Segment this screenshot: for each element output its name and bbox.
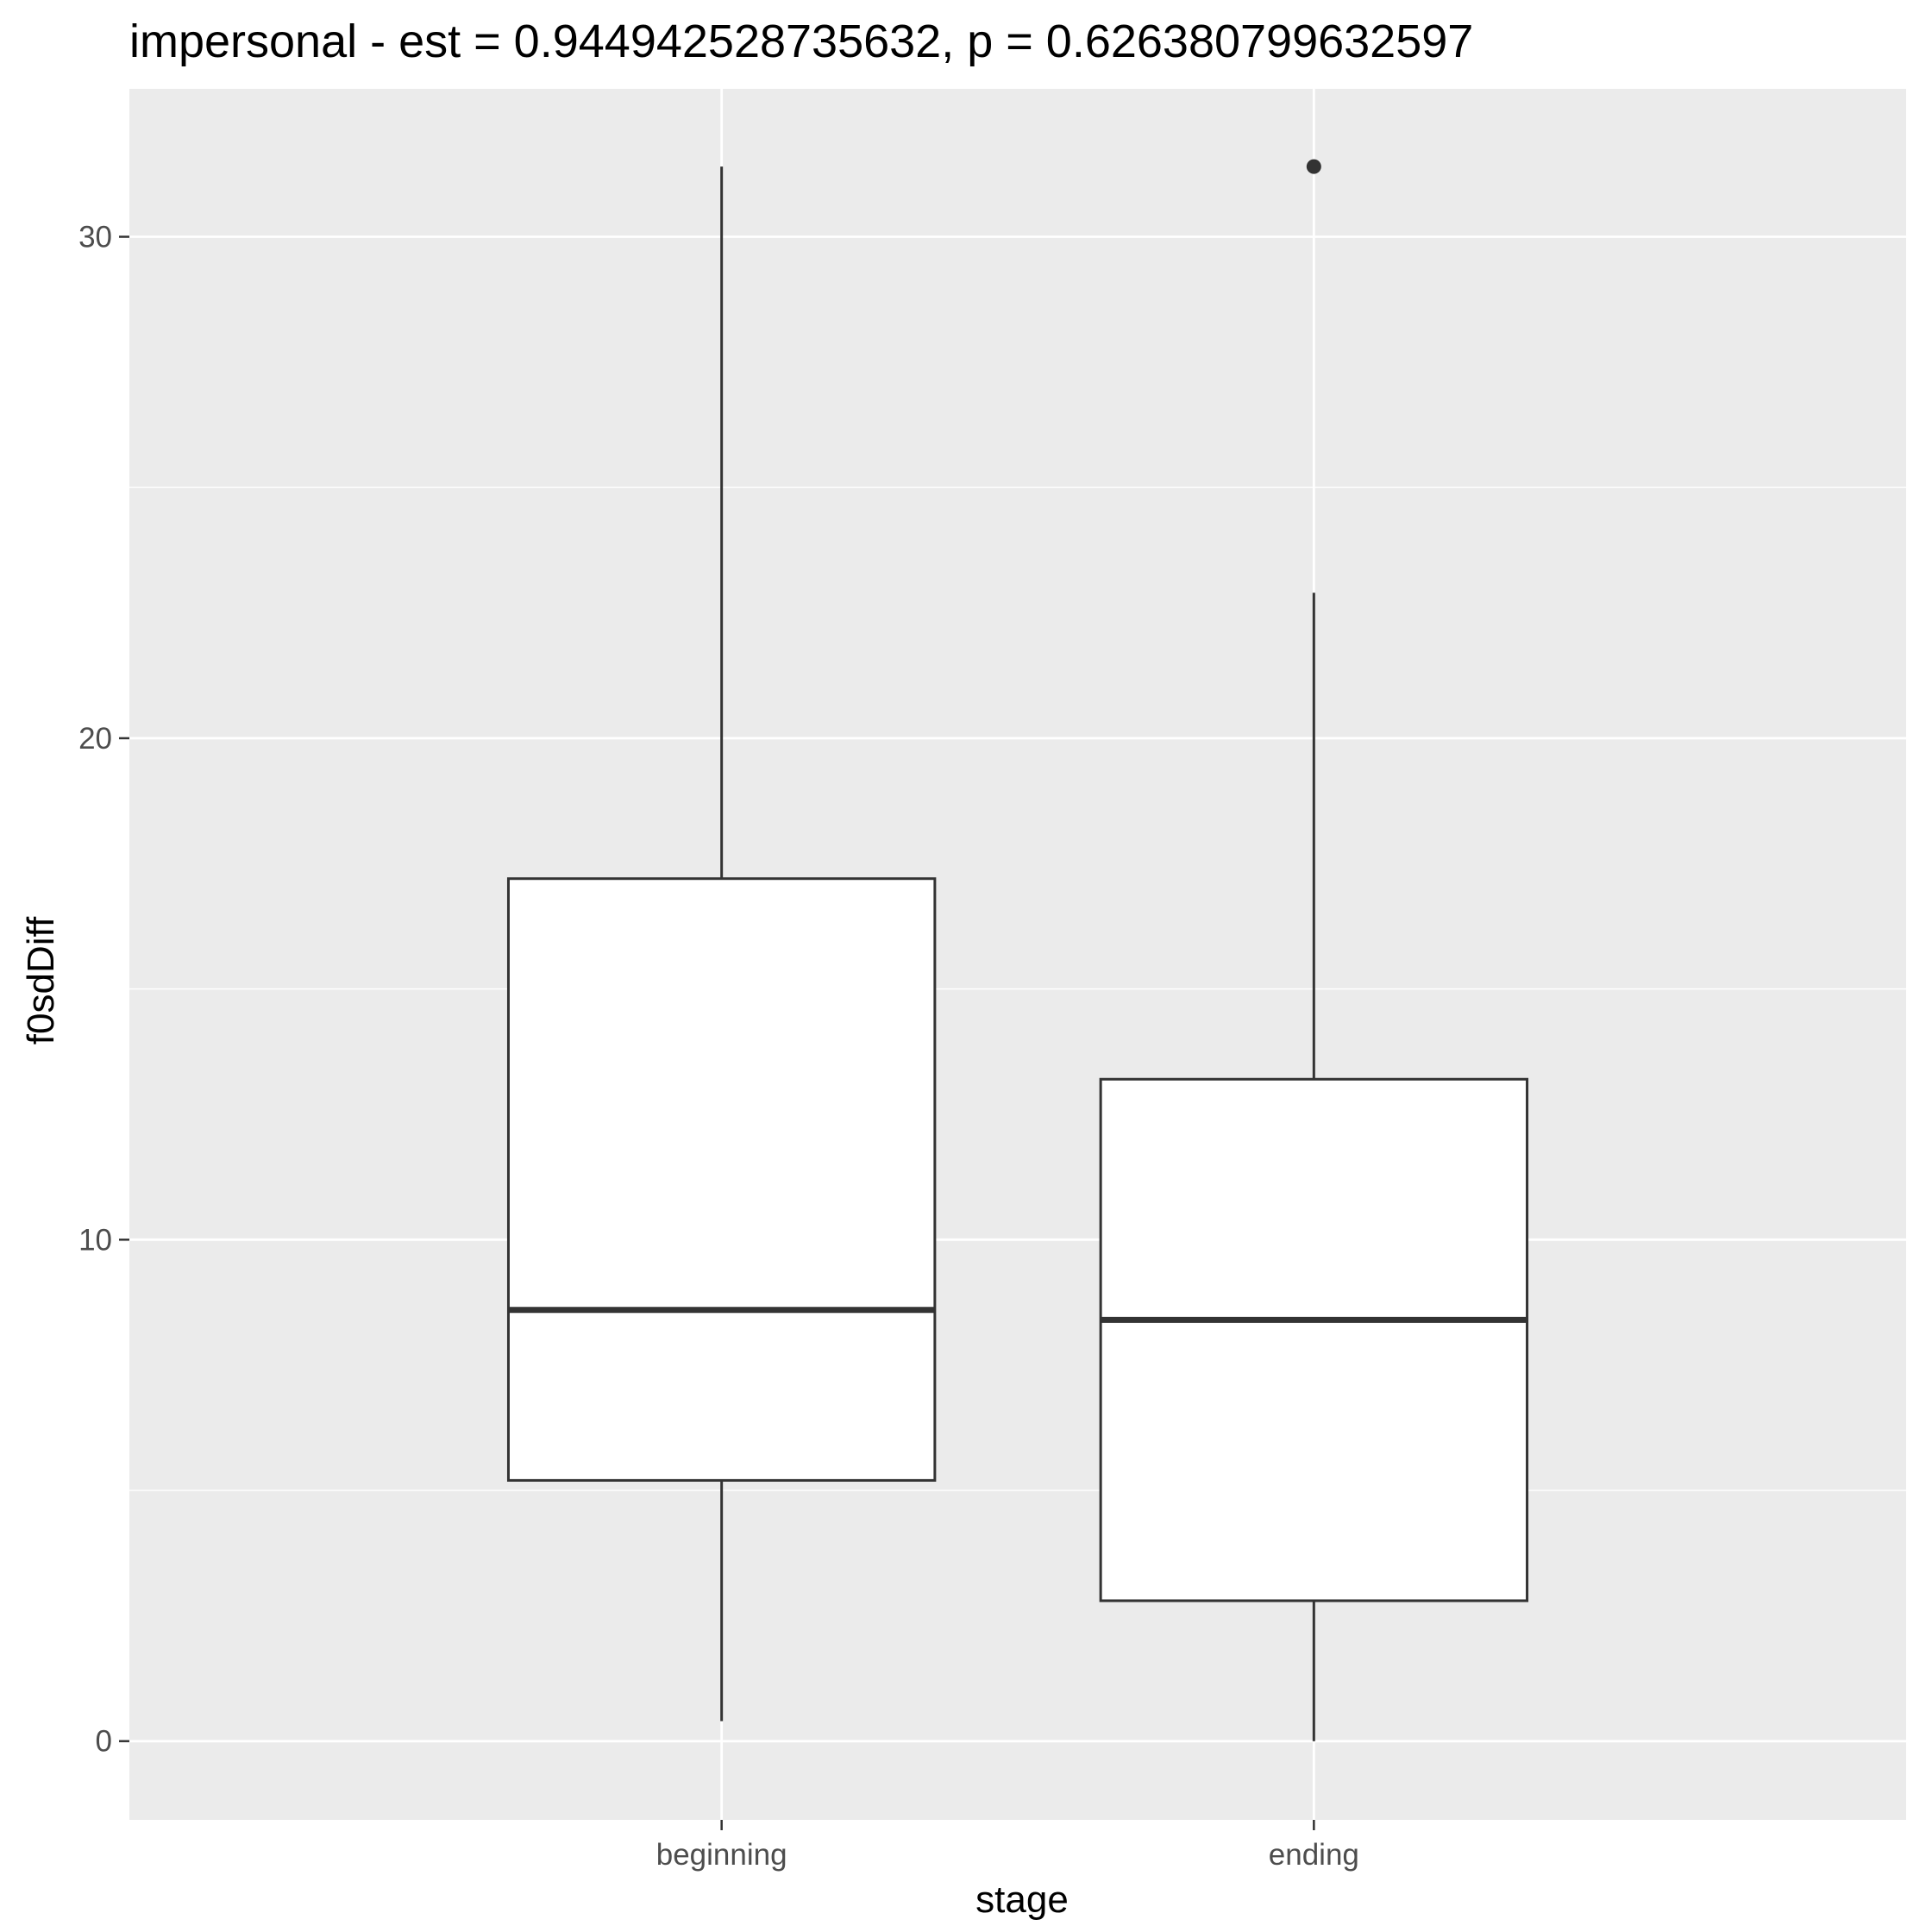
x-tick-label: ending	[1269, 1838, 1359, 1872]
y-axis: 0 10 20 30	[78, 221, 129, 1759]
y-tick-label: 10	[78, 1223, 112, 1257]
chart-title: impersonal - est = 0.944942528735632, p …	[129, 16, 1473, 67]
x-axis-title: stage	[975, 1879, 1069, 1921]
box-iqr	[506, 877, 937, 1482]
plot-panel	[129, 89, 1906, 1820]
box-ending	[1099, 159, 1529, 1741]
y-tick-label: 30	[78, 221, 112, 254]
x-tick-label: beginning	[656, 1838, 787, 1872]
y-axis-title: f0sdDiff	[20, 916, 62, 1044]
box-iqr	[1099, 1077, 1529, 1603]
minor-gridlines	[129, 486, 1906, 1491]
y-tick-label: 0	[96, 1725, 112, 1759]
y-tick-label: 20	[78, 722, 112, 756]
x-axis: beginning ending	[656, 1820, 1359, 1872]
box-beginning	[506, 166, 937, 1722]
outlier-point	[1306, 159, 1321, 174]
box-layer	[506, 159, 1529, 1741]
